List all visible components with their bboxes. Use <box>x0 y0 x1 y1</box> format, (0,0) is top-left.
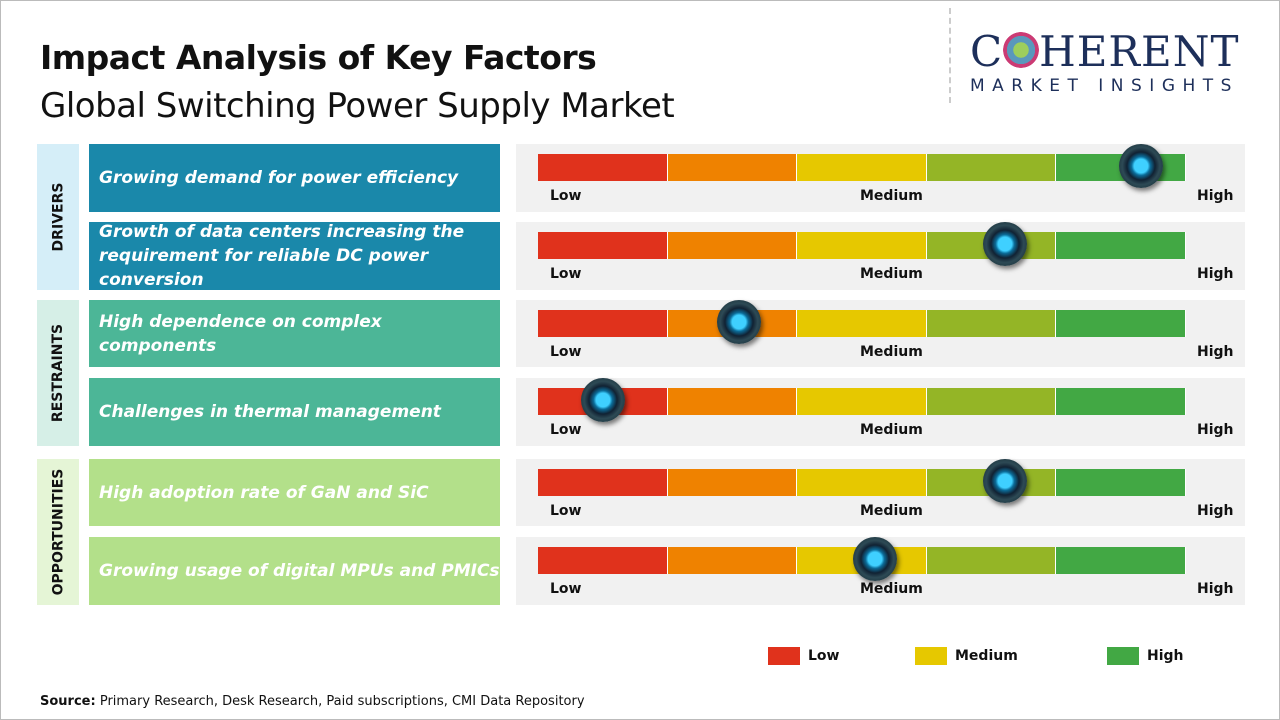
high-label: High <box>1197 581 1234 597</box>
gauge-bar <box>538 310 1186 337</box>
factor-label: Growing usage of digital MPUs and PMICs <box>89 537 500 605</box>
gauge-segment <box>797 310 927 337</box>
impact-indicator-icon <box>852 537 897 581</box>
medium-label: Medium <box>860 581 923 597</box>
gauge-segment <box>926 310 1057 337</box>
divider <box>949 8 951 103</box>
legend-label: Medium <box>955 648 1018 664</box>
impact-indicator-icon <box>982 459 1027 503</box>
high-label: High <box>1197 188 1234 204</box>
medium-label: Medium <box>860 266 923 282</box>
legend-item: Medium <box>915 647 1018 665</box>
gauge-bar <box>538 154 1186 181</box>
impact-gauge: Low Medium High <box>516 459 1245 526</box>
legend-item: Low <box>768 647 839 665</box>
gauge-segment <box>926 547 1057 574</box>
medium-label: Medium <box>860 188 923 204</box>
gauge-segment <box>538 154 668 181</box>
gauge-bar <box>538 388 1186 415</box>
low-label: Low <box>550 581 582 597</box>
gauge-segment <box>797 232 927 259</box>
impact-gauge: Low Medium High <box>516 222 1245 290</box>
logo-tagline: MARKET INSIGHTS <box>970 76 1239 96</box>
low-label: Low <box>550 188 582 204</box>
legend-label: High <box>1147 648 1184 664</box>
gauge-segment <box>667 154 798 181</box>
gauge-segment <box>538 232 668 259</box>
gauge-segment <box>926 154 1057 181</box>
page-subtitle: Global Switching Power Supply Market <box>40 86 675 126</box>
low-label: Low <box>550 266 582 282</box>
low-label: Low <box>550 422 582 438</box>
source-text: Primary Research, Desk Research, Paid su… <box>99 694 585 709</box>
gauge-segment <box>1056 310 1186 337</box>
medium-label: Medium <box>860 344 923 360</box>
impact-indicator-icon <box>982 222 1027 266</box>
impact-indicator-icon <box>1118 144 1163 188</box>
gauge-segment <box>538 469 668 496</box>
factor-label: High adoption rate of GaN and SiC <box>89 459 500 526</box>
gauge-segment <box>667 232 798 259</box>
gauge-segment <box>1056 547 1186 574</box>
impact-gauge: Low Medium High <box>516 378 1245 446</box>
page-title: Impact Analysis of Key Factors <box>40 38 597 77</box>
gauge-bar <box>538 547 1186 574</box>
category-label: DRIVERS <box>50 182 66 252</box>
high-label: High <box>1197 422 1234 438</box>
factor-label: Growing demand for power efficiency <box>89 144 500 212</box>
gauge-segment <box>1056 232 1186 259</box>
category-label: RESTRAINTS <box>50 323 66 423</box>
legend-swatch <box>1107 647 1139 665</box>
gauge-segment <box>797 154 927 181</box>
gauge-segment <box>1056 469 1186 496</box>
gauge-segment <box>926 388 1057 415</box>
gauge-segment <box>667 547 798 574</box>
logo-wordmark: C HERENT <box>970 27 1240 76</box>
gauge-segment <box>1056 388 1186 415</box>
impact-gauge: Low Medium High <box>516 300 1245 367</box>
high-label: High <box>1197 344 1234 360</box>
gauge-segment <box>667 388 798 415</box>
gauge-segment <box>797 388 927 415</box>
high-label: High <box>1197 266 1234 282</box>
logo: C HERENT MARKET INSIGHTS <box>970 27 1260 97</box>
gauge-segment <box>667 469 798 496</box>
gauge-segment <box>538 547 668 574</box>
factor-label: High dependence on complex components <box>89 300 500 367</box>
source-note: Source: Primary Research, Desk Research,… <box>40 694 585 709</box>
factor-label: Challenges in thermal management <box>89 378 500 446</box>
category-restraints: RESTRAINTS <box>37 300 79 446</box>
medium-label: Medium <box>860 503 923 519</box>
medium-label: Medium <box>860 422 923 438</box>
low-label: Low <box>550 503 582 519</box>
category-drivers: DRIVERS <box>37 144 79 290</box>
category-opportunities: OPPORTUNITIES <box>37 459 79 605</box>
legend-swatch <box>768 647 800 665</box>
factor-label: Growth of data centers increasing the re… <box>89 222 500 290</box>
legend-label: Low <box>808 648 840 664</box>
gauge-bar <box>538 232 1186 259</box>
legend-swatch <box>915 647 947 665</box>
legend-item: High <box>1107 647 1184 665</box>
impact-indicator-icon <box>716 300 761 344</box>
gauge-segment <box>797 469 927 496</box>
category-label: OPPORTUNITIES <box>50 468 67 596</box>
gauge-segment <box>538 310 668 337</box>
source-label: Source: <box>40 694 96 709</box>
gauge-bar <box>538 469 1186 496</box>
low-label: Low <box>550 344 582 360</box>
globe-icon <box>1003 32 1040 68</box>
impact-gauge: Low Medium High <box>516 537 1245 605</box>
impact-indicator-icon <box>580 378 625 422</box>
high-label: High <box>1197 503 1234 519</box>
impact-gauge: Low Medium High <box>516 144 1245 212</box>
